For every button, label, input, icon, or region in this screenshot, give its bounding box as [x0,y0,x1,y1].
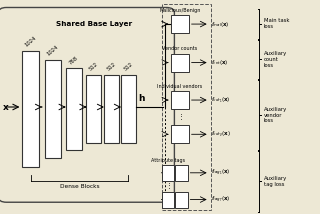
Text: Auxiliary
count
loss: Auxiliary count loss [264,51,287,68]
Bar [162,192,174,208]
Text: $f_{tag_1}(\mathbf{x})$: $f_{tag_1}(\mathbf{x})$ [211,168,231,178]
Text: $f_{vdr_1}(\mathbf{x})$: $f_{vdr_1}(\mathbf{x})$ [211,95,231,105]
Bar [86,75,101,143]
Text: Auxiliary
vendor
loss: Auxiliary vendor loss [264,107,287,123]
Text: Malicious/Benign: Malicious/Benign [159,8,201,13]
Bar [162,165,174,181]
Bar [45,60,61,158]
Text: Dense Blocks: Dense Blocks [60,184,100,189]
Bar [162,4,211,210]
Bar [175,192,188,208]
Bar [171,54,189,72]
Text: Individual vendors: Individual vendors [157,84,203,89]
Text: Shared Base Layer: Shared Base Layer [56,21,132,27]
Text: 512: 512 [106,61,117,72]
FancyBboxPatch shape [0,7,174,202]
Text: $f_{cnt}(\mathbf{x})$: $f_{cnt}(\mathbf{x})$ [211,58,229,67]
Bar [66,68,82,150]
Text: $\vdots$: $\vdots$ [177,112,183,122]
Bar [171,125,189,143]
Text: 512: 512 [123,61,134,72]
Text: 1024: 1024 [24,36,37,48]
Text: 768: 768 [68,55,79,65]
Text: $f_{tag_T}(\mathbf{x})$: $f_{tag_T}(\mathbf{x})$ [211,195,231,205]
Bar [171,91,189,109]
Text: 512: 512 [88,61,100,72]
Bar [104,75,119,143]
Bar [175,165,188,181]
Text: $f_{vdr_V}(\mathbf{x})$: $f_{vdr_V}(\mathbf{x})$ [211,129,231,139]
Text: $f_{mal}(\mathbf{x})$: $f_{mal}(\mathbf{x})$ [211,19,230,29]
Text: Attribute tags: Attribute tags [151,158,185,163]
Text: $\mathbf{h}$: $\mathbf{h}$ [138,92,145,103]
Text: 1024: 1024 [46,44,60,57]
Text: Vendor counts: Vendor counts [162,46,198,51]
Bar [171,15,189,33]
Bar [22,51,39,167]
Text: Main task
loss: Main task loss [264,18,290,29]
Text: Auxiliary
tag loss: Auxiliary tag loss [264,176,287,187]
Text: $\mathbf{x}$: $\mathbf{x}$ [2,103,9,111]
Text: $\vdots$: $\vdots$ [165,181,171,191]
Bar [121,75,136,143]
